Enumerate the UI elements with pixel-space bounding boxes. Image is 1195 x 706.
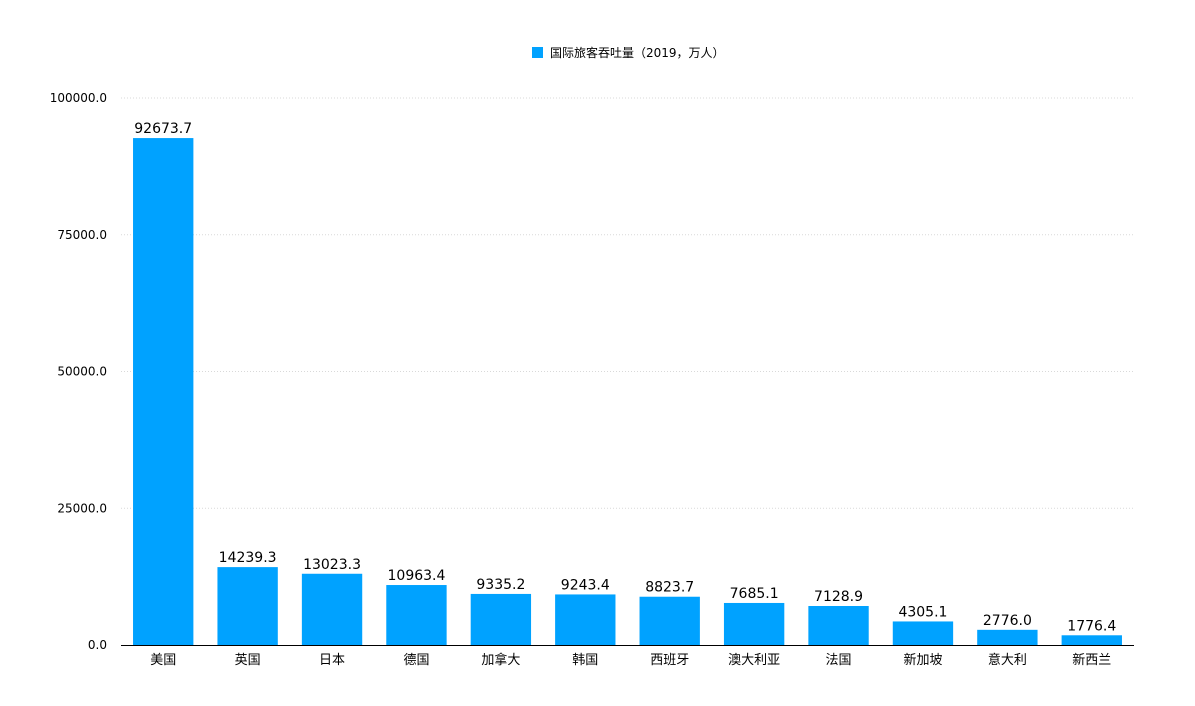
data-label-0: 92673.7 — [134, 121, 192, 137]
data-label-9: 4305.1 — [898, 604, 947, 620]
x-tick-label-4: 加拿大 — [481, 652, 520, 668]
data-label-5: 9243.4 — [561, 577, 610, 593]
y-tick-label: 75000.0 — [57, 228, 107, 242]
x-tick-label-1: 英国 — [235, 653, 261, 668]
bar-8 — [808, 606, 869, 645]
gridlines — [121, 97, 1134, 509]
bar-9 — [892, 621, 954, 645]
bar-3 — [386, 585, 447, 645]
bar-10 — [977, 629, 1038, 645]
x-tick-label-10: 意大利 — [988, 652, 1027, 668]
legend-swatch — [532, 47, 543, 58]
data-label-8: 7128.9 — [814, 589, 863, 605]
data-label-6: 8823.7 — [645, 580, 694, 596]
bar-4 — [470, 593, 532, 645]
x-tick-label-5: 韩国 — [572, 653, 598, 668]
bar-1 — [217, 567, 278, 645]
bar-5 — [555, 594, 616, 645]
x-tick-label-3: 德国 — [403, 653, 429, 668]
y-axis: 0.0 25000.0 50000.0 75000.0 100000.0 — [50, 91, 107, 652]
x-tick-label-2: 日本 — [319, 653, 345, 668]
y-tick-label: 50000.0 — [57, 365, 107, 379]
bar-0 — [133, 138, 194, 645]
data-label-10: 2776.0 — [983, 613, 1032, 629]
x-tick-label-9: 新加坡 — [903, 652, 942, 668]
x-tick-label-0: 美国 — [150, 653, 176, 668]
data-labels: 92673.7 14239.3 13023.3 10963.4 9335.2 9243.4… — [134, 121, 1116, 634]
bar-6 — [639, 596, 700, 645]
bar-11 — [1061, 635, 1122, 645]
data-label-7: 7685.1 — [730, 586, 779, 602]
data-label-11: 1776.4 — [1067, 618, 1116, 634]
y-tick-label: 25000.0 — [57, 501, 107, 515]
data-label-3: 10963.4 — [388, 568, 446, 584]
y-tick-label: 100000.0 — [50, 91, 107, 105]
x-tick-label-11: 新西兰 — [1072, 652, 1111, 668]
data-label-1: 14239.3 — [219, 550, 277, 566]
bar-7 — [723, 602, 785, 645]
x-tick-label-7: 澳大利亚 — [728, 652, 780, 668]
x-tick-label-8: 法国 — [826, 653, 852, 668]
legend[interactable]: 国际旅客吞吐量（2019，万人） — [532, 45, 725, 60]
bars — [133, 138, 1122, 645]
data-label-4: 9335.2 — [476, 577, 525, 593]
x-tick-label-6: 西班牙 — [650, 653, 689, 668]
legend-label: 国际旅客吞吐量（2019，万人） — [550, 45, 725, 60]
x-axis: 美国 英国 日本 德国 加拿大 韩国 西班牙 澳大利亚 法国 新加坡 意大利 新西兰 — [121, 645, 1134, 668]
bar-2 — [301, 573, 363, 645]
data-label-2: 13023.3 — [303, 557, 361, 573]
y-tick-label: 0.0 — [88, 638, 107, 652]
